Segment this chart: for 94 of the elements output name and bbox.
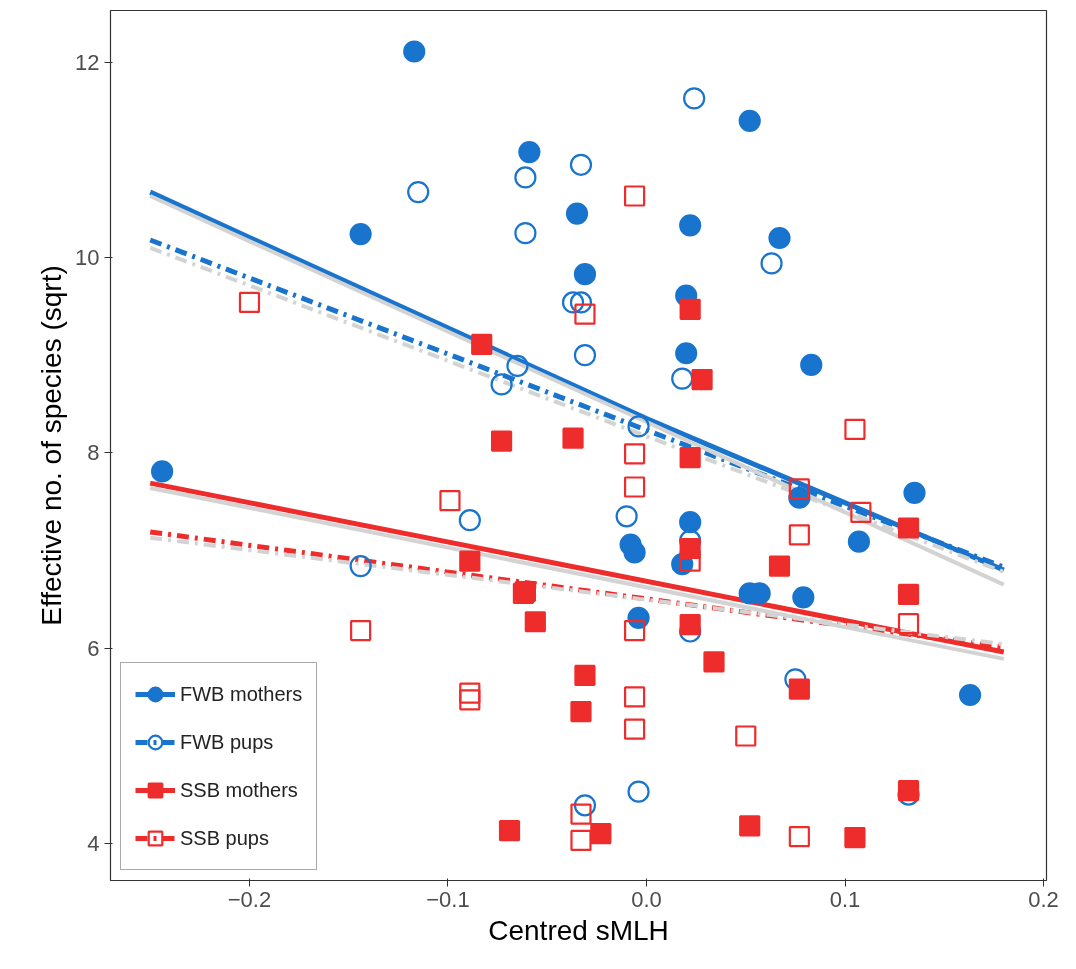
- point: [403, 40, 426, 63]
- point: [565, 202, 589, 225]
- point: [788, 825, 810, 848]
- y-tick-label: 10: [75, 245, 100, 271]
- point: [562, 427, 584, 449]
- point: [458, 509, 481, 532]
- point: [561, 291, 585, 314]
- point: [788, 678, 810, 700]
- x-tick-label: 0.1: [829, 886, 861, 912]
- point: [739, 815, 761, 837]
- point: [570, 700, 592, 723]
- point: [850, 501, 872, 523]
- point: [238, 291, 261, 314]
- point: [615, 505, 638, 528]
- point: [574, 664, 596, 687]
- point: [623, 619, 646, 642]
- point: [350, 619, 372, 642]
- point: [518, 141, 541, 164]
- point: [788, 524, 810, 546]
- point: [679, 614, 701, 636]
- point: [498, 820, 521, 842]
- point: [623, 185, 646, 207]
- point: [679, 298, 701, 320]
- point: [574, 303, 596, 325]
- x-tick-label: 0.2: [1028, 886, 1059, 912]
- point: [627, 780, 650, 803]
- point: [903, 481, 926, 504]
- point: [151, 460, 174, 483]
- point: [847, 530, 870, 553]
- point: [760, 252, 783, 275]
- point: [800, 353, 823, 377]
- point: [623, 718, 646, 740]
- point: [623, 686, 646, 708]
- point: [439, 490, 461, 512]
- point: [573, 344, 597, 367]
- point: [784, 668, 807, 691]
- point: [573, 263, 597, 286]
- point: [490, 430, 513, 452]
- y-tick-label: 8: [87, 440, 100, 466]
- point: [490, 373, 513, 396]
- point: [897, 517, 920, 539]
- point: [514, 166, 537, 189]
- point: [788, 478, 810, 500]
- point: [459, 682, 481, 704]
- point: [844, 418, 866, 440]
- point: [349, 223, 372, 246]
- point: [768, 226, 791, 250]
- point: [506, 354, 529, 377]
- point: [735, 725, 757, 747]
- point: [679, 511, 702, 534]
- point: [671, 367, 694, 390]
- point: [679, 447, 701, 469]
- point: [897, 583, 920, 606]
- legend-label: FWB pups: [180, 730, 274, 754]
- point: [627, 415, 650, 438]
- legend-label: SSB mothers: [180, 778, 298, 802]
- point: [573, 794, 597, 817]
- y-tick-label: 12: [75, 49, 100, 75]
- point: [459, 689, 481, 711]
- point: [570, 803, 592, 825]
- point: [349, 555, 372, 578]
- point: [958, 683, 982, 707]
- y-axis-title: Effective no. of species (sqrt): [36, 265, 68, 626]
- point: [514, 222, 537, 245]
- legend-label: FWB mothers: [180, 682, 303, 706]
- point: [623, 476, 646, 498]
- point: [703, 651, 725, 673]
- point: [768, 555, 791, 577]
- point: [897, 613, 920, 635]
- y-tick-label: 6: [87, 635, 100, 661]
- point: [590, 823, 612, 845]
- x-axis-title: Centred sMLH: [488, 914, 669, 946]
- point: [679, 550, 701, 572]
- point: [407, 181, 430, 204]
- y-tick-label: 4: [87, 830, 100, 856]
- point: [738, 109, 761, 132]
- point: [679, 214, 702, 237]
- x-tick-label: 0.0: [631, 886, 662, 912]
- point: [459, 550, 481, 572]
- point: [683, 87, 706, 110]
- point: [623, 541, 646, 564]
- legend-label: SSB pups: [180, 826, 269, 850]
- point: [569, 291, 593, 314]
- point: [691, 368, 713, 391]
- point: [471, 333, 493, 356]
- point: [569, 153, 593, 176]
- point: [675, 342, 698, 365]
- x-tick-label: −0.2: [227, 886, 272, 912]
- point: [570, 829, 592, 852]
- point: [792, 586, 815, 609]
- x-tick-label: −0.1: [426, 886, 470, 912]
- point: [623, 443, 646, 465]
- point: [844, 826, 866, 849]
- point: [524, 611, 546, 633]
